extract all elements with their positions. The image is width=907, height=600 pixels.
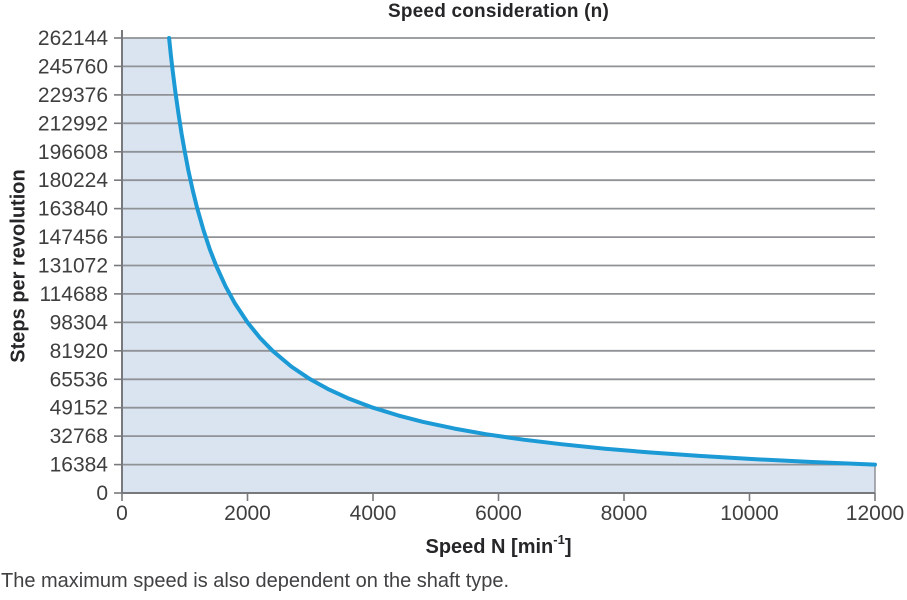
y-tick-label: 98304 — [50, 311, 109, 334]
area-fill — [122, 38, 875, 493]
x-axis-title-superscript: -1 — [553, 532, 565, 548]
speed-curve — [167, 36, 877, 467]
y-tick-label: 131072 — [38, 255, 108, 278]
y-tick-label: 262144 — [38, 27, 108, 50]
y-tick-label: 65536 — [50, 368, 108, 391]
y-tick-label: 212992 — [38, 112, 108, 135]
x-axis-title-text: Speed N [min — [425, 536, 554, 558]
y-tick-label: 163840 — [38, 198, 108, 221]
x-tick-label: 8000 — [601, 502, 648, 525]
y-tick-label: 81920 — [50, 340, 108, 363]
figure-caption: The maximum speed is also dependent on t… — [1, 570, 510, 592]
y-tick-label: 245760 — [38, 55, 108, 78]
y-tick-label: 49152 — [50, 397, 108, 420]
x-tick-label: 12000 — [846, 502, 904, 525]
chart-title: Speed consideration (n) — [387, 1, 609, 22]
y-tick-label: 16384 — [50, 454, 109, 477]
y-tick-label: 32768 — [50, 425, 108, 448]
y-tick-label: 114688 — [39, 283, 108, 306]
y-tick-label: 147456 — [38, 226, 108, 249]
x-axis-title-bracket: ] — [564, 536, 572, 558]
y-tick-label: 229376 — [38, 84, 108, 107]
x-tick-label: 10000 — [720, 502, 778, 525]
y-tick-label: 180224 — [38, 169, 108, 192]
x-axis-title: Speed N [min-1] — [122, 533, 875, 559]
y-tick-label: 196608 — [38, 141, 108, 164]
x-tick-label: 6000 — [475, 502, 522, 525]
y-tick-label: 0 — [96, 482, 108, 505]
x-tick-label: 2000 — [224, 502, 271, 525]
x-tick-label: 0 — [116, 502, 128, 525]
x-tick-label: 4000 — [350, 502, 397, 525]
y-axis-title: Steps per revolution — [7, 169, 30, 363]
